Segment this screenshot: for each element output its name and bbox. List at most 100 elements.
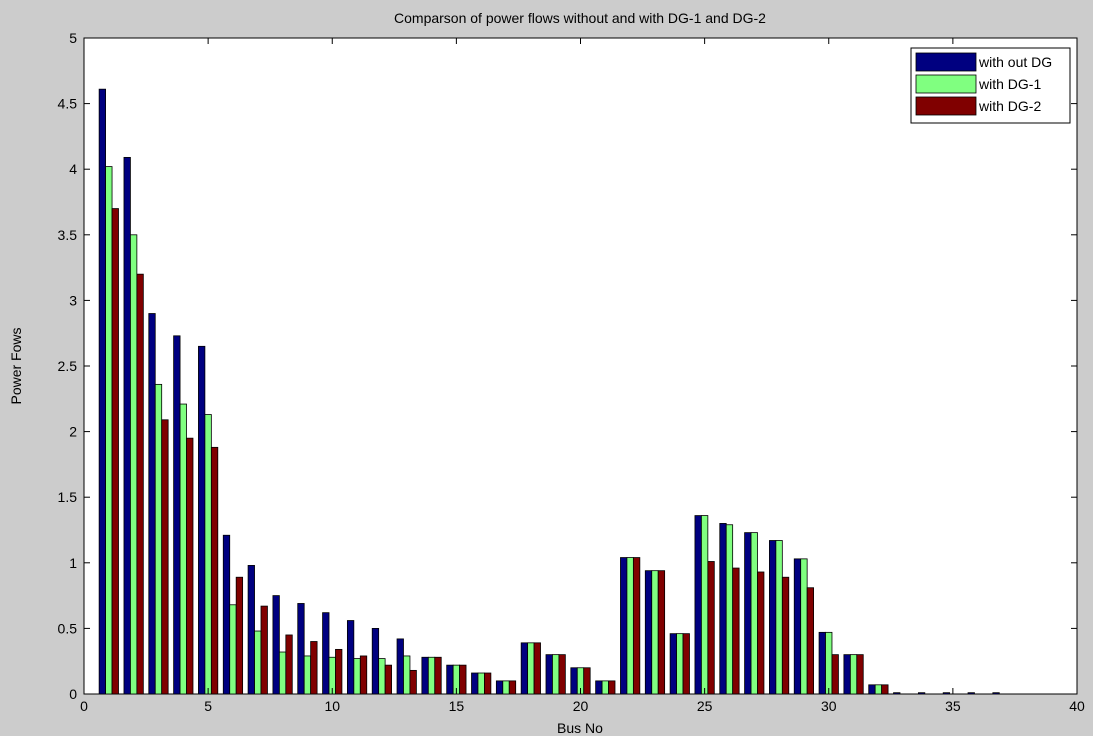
bar	[818, 631, 826, 695]
bars-group	[98, 88, 1000, 695]
bar	[632, 557, 641, 695]
bar	[917, 692, 926, 695]
bar	[732, 567, 740, 695]
bar	[620, 557, 628, 695]
bar	[725, 524, 734, 695]
bar	[477, 672, 485, 695]
bar	[682, 633, 690, 695]
bar	[136, 273, 144, 695]
x-tick-label: 25	[697, 698, 713, 714]
bar	[601, 680, 609, 695]
bar	[346, 620, 355, 695]
bar	[130, 234, 138, 695]
bar	[719, 523, 727, 695]
bar	[800, 558, 808, 695]
x-tick-label: 40	[1069, 698, 1085, 714]
bar	[806, 587, 815, 695]
bar	[434, 656, 442, 695]
bar	[825, 631, 833, 695]
bar	[359, 655, 368, 695]
y-tick-label: 5	[69, 30, 77, 46]
x-tick-label: 10	[324, 698, 340, 714]
bar	[427, 656, 436, 695]
legend-label: with DG-1	[978, 76, 1041, 92]
y-tick-label: 4	[69, 161, 77, 177]
bar	[272, 595, 280, 695]
bar	[186, 437, 194, 695]
bar	[595, 680, 603, 695]
bar	[396, 638, 404, 695]
bar	[583, 667, 591, 695]
bar	[769, 540, 777, 695]
legend-swatch	[915, 74, 977, 94]
bar	[285, 634, 293, 695]
bar	[533, 642, 541, 695]
bar	[843, 654, 851, 695]
bar	[570, 667, 578, 695]
bar	[384, 664, 392, 695]
bar	[148, 313, 156, 695]
bar	[669, 633, 677, 695]
bar	[626, 557, 634, 695]
bar	[942, 692, 951, 695]
axis-ticks: 0 5 10 15 20 25 30 35 40 0 0.5 1 1.5 2 2.5 3 3.5 4 4.5 5	[58, 30, 1085, 714]
bar	[235, 576, 244, 695]
bar	[446, 664, 454, 695]
bar	[154, 383, 163, 695]
y-tick-label: 1	[69, 555, 77, 571]
bar	[508, 680, 517, 695]
bar	[278, 651, 287, 695]
bar	[161, 419, 169, 695]
bar	[409, 669, 417, 695]
bar	[750, 532, 758, 695]
bar	[459, 664, 467, 695]
bar	[757, 571, 765, 695]
bar	[204, 414, 212, 695]
legend: with out DG with DG-1 with DG-2	[910, 47, 1071, 124]
bar	[849, 654, 858, 695]
bar	[254, 630, 262, 695]
y-tick-label: 2	[69, 424, 77, 440]
bar	[744, 532, 752, 695]
y-tick-label: 4.5	[58, 96, 78, 112]
y-tick-label: 0	[69, 686, 77, 702]
bar	[868, 684, 876, 695]
legend-label: with DG-2	[978, 98, 1041, 114]
bar	[707, 561, 715, 695]
bar	[105, 166, 113, 695]
y-tick-label: 1.5	[58, 489, 78, 505]
legend-label: with out DG	[978, 54, 1052, 70]
bar	[335, 648, 343, 695]
bar	[552, 654, 560, 695]
bar	[502, 680, 510, 695]
bar	[378, 658, 386, 695]
x-tick-label: 20	[573, 698, 589, 714]
bar	[310, 641, 318, 695]
bar	[651, 570, 659, 695]
legend-swatch	[915, 96, 977, 116]
bar	[484, 672, 492, 695]
bar	[222, 534, 231, 695]
bar	[657, 570, 666, 695]
bar	[229, 604, 237, 695]
x-tick-label: 0	[80, 698, 88, 714]
bar	[98, 88, 106, 695]
bar	[644, 570, 653, 695]
bar	[371, 628, 380, 695]
y-tick-label: 3.5	[58, 227, 78, 243]
bar	[179, 403, 187, 695]
bar	[701, 515, 709, 695]
bar	[558, 654, 566, 695]
bar	[781, 576, 790, 695]
x-tick-label: 30	[821, 698, 837, 714]
bar	[545, 654, 553, 695]
plot-area	[83, 37, 1078, 695]
bar	[297, 603, 305, 695]
x-tick-label: 5	[204, 698, 212, 714]
bar	[967, 692, 975, 695]
x-axis-label: Bus No	[557, 720, 603, 736]
bar	[210, 446, 219, 695]
legend-swatch	[915, 52, 977, 72]
bar	[247, 565, 255, 695]
